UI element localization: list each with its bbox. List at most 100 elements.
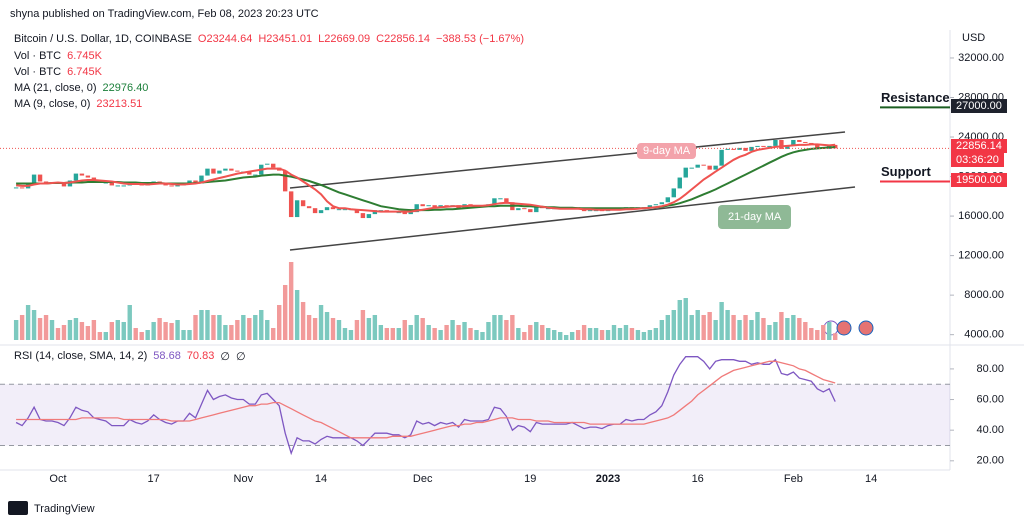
candle	[719, 149, 724, 166]
candle	[534, 207, 539, 213]
volume-bar	[49, 320, 55, 340]
legend-rsi: RSI (14, close, SMA, 14, 2) 58.68 70.83 …	[14, 350, 246, 363]
event-icon	[836, 320, 852, 336]
volume-bar	[259, 310, 264, 340]
volume-bar	[109, 322, 114, 340]
x-tick-label: Dec	[413, 473, 433, 485]
candle	[318, 210, 324, 214]
volume-bar	[133, 328, 138, 340]
volume-bar	[97, 332, 103, 340]
x-tick-label: 14	[865, 473, 877, 485]
volume-bar	[223, 325, 228, 340]
upper-trendline	[289, 131, 846, 189]
candle	[779, 139, 784, 149]
candle	[342, 209, 348, 211]
ohlc: L22669.09	[318, 33, 371, 45]
volume-bar	[163, 322, 168, 340]
candle	[366, 214, 372, 219]
volume-bar	[414, 315, 419, 340]
volume-bar	[623, 325, 629, 340]
volume-bar	[785, 318, 790, 340]
candle	[79, 173, 85, 176]
volume-bar	[665, 315, 671, 340]
legend-volume: Vol · BTC 6.745K	[14, 66, 102, 78]
volume-bar	[767, 325, 772, 340]
volume-bar	[169, 323, 174, 340]
volume-bar	[294, 290, 300, 340]
candle	[683, 167, 688, 178]
value: 6.745K	[67, 66, 102, 78]
value: 58.68	[153, 350, 181, 362]
y-tick-label: 4000.00	[964, 329, 1004, 341]
candle	[193, 180, 198, 184]
y-tick-label: 20.00	[976, 455, 1004, 467]
volume-bar	[354, 320, 360, 340]
volume-bar	[773, 322, 778, 340]
volume-bar	[791, 315, 796, 340]
ohlc: −388.53 (−1.67%)	[435, 33, 525, 45]
candle	[755, 145, 760, 147]
legend-ma9: MA (9, close, 0) 23213.51	[14, 98, 142, 110]
candle	[761, 145, 766, 147]
y-tick-label: 8000.00	[964, 289, 1004, 301]
x-tick-label: 14	[315, 473, 327, 485]
value: 70.83	[186, 350, 215, 362]
volume-bar	[420, 318, 425, 340]
x-tick-label: 17	[148, 473, 160, 485]
volume-bar	[121, 322, 126, 340]
support-label: 19500.00	[951, 173, 1007, 188]
symbol: Bitcoin / U.S. Dollar, 1D, COINBASE	[14, 33, 192, 45]
volume-bar	[402, 320, 407, 340]
volume-bar	[318, 305, 324, 340]
label: MA (9, close, 0)	[14, 98, 91, 110]
volume-bar	[372, 315, 378, 340]
resistance-text: Resistance	[881, 90, 950, 105]
volume-bar	[181, 330, 186, 340]
volume-bar	[366, 318, 372, 340]
candle	[504, 198, 509, 203]
volume-bar	[707, 312, 712, 340]
volume-bar	[432, 328, 437, 340]
volume-bar	[659, 320, 665, 340]
ohlc: C22856.14	[376, 33, 430, 45]
volume-bar	[85, 326, 91, 340]
candle	[659, 202, 665, 205]
volume-bar	[175, 320, 180, 340]
volume-bar	[725, 310, 730, 340]
candle	[695, 164, 700, 168]
volume-bar	[719, 302, 724, 340]
volume-bar	[235, 320, 240, 340]
x-tick-label: Nov	[234, 473, 254, 485]
volume-bar	[312, 318, 318, 340]
candle	[749, 146, 754, 151]
candle	[324, 207, 330, 211]
volume-bar	[587, 328, 593, 340]
volume-bar	[516, 328, 521, 340]
volume-bar	[384, 328, 390, 340]
rsi-band	[0, 384, 950, 446]
candle	[282, 170, 288, 192]
candle	[701, 164, 706, 166]
candle	[498, 198, 503, 200]
volume-bar	[67, 320, 73, 340]
volume-bar	[605, 330, 611, 340]
candle	[420, 204, 425, 207]
volume-bar	[193, 315, 198, 340]
volume-bar	[761, 318, 766, 340]
volume-bar	[557, 332, 563, 340]
volume-bar	[438, 330, 443, 340]
x-tick-label: Feb	[784, 473, 803, 485]
volume-bar	[522, 332, 527, 340]
volume-bar	[504, 320, 509, 340]
volume-bar	[486, 322, 491, 340]
volume-bar	[127, 305, 132, 340]
volume-bar	[288, 262, 294, 340]
volume-bar	[546, 328, 551, 340]
volume-bar	[593, 328, 599, 340]
volume-bar	[563, 335, 569, 340]
y-tick-label: 40.00	[976, 424, 1004, 436]
volume-bar	[689, 315, 694, 340]
volume-bar	[205, 310, 210, 340]
candle	[205, 168, 210, 176]
